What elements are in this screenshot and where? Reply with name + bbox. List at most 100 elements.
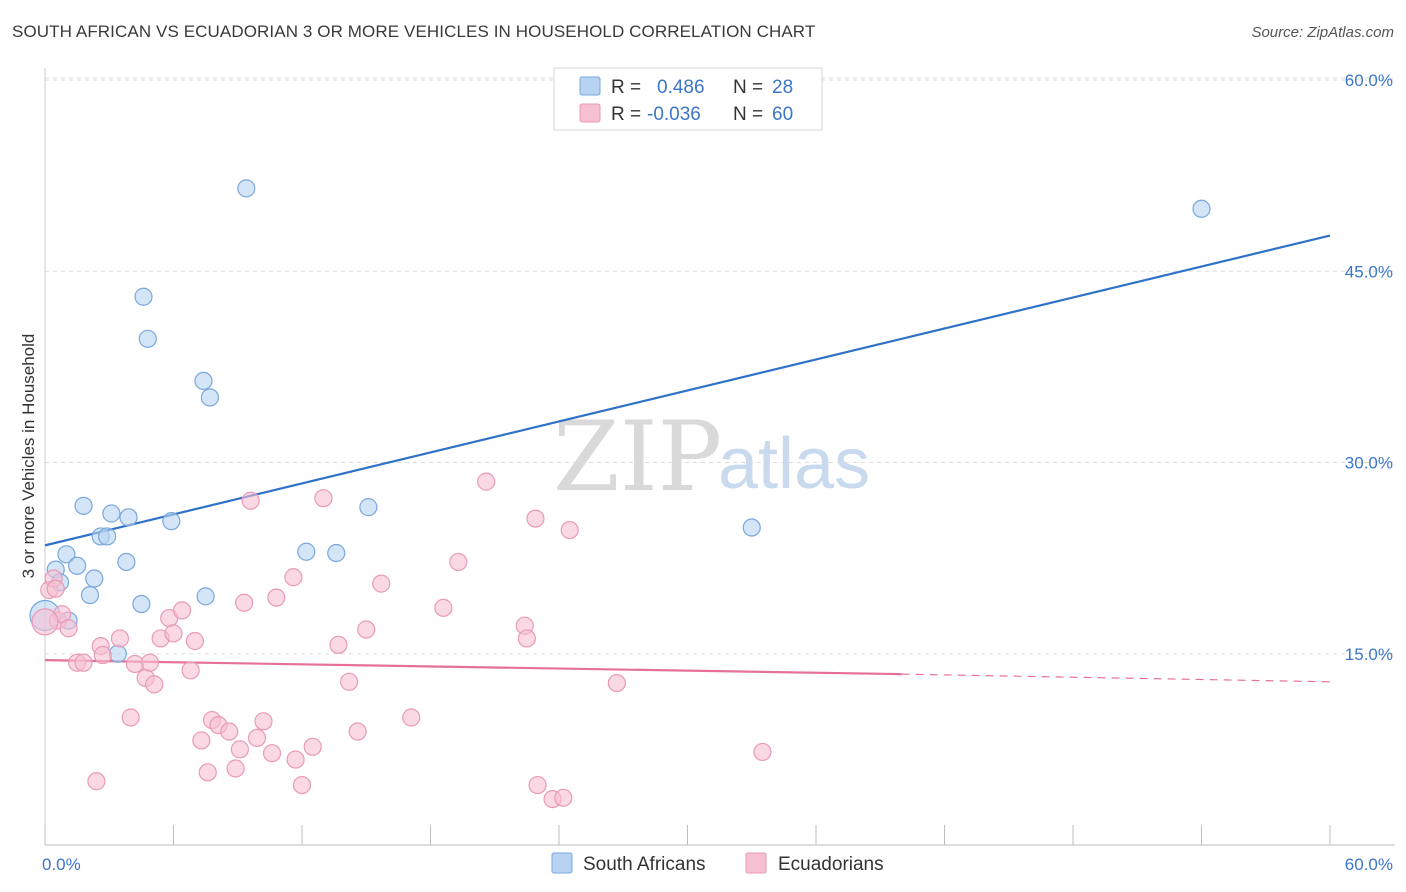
south-african-point [138,329,157,348]
ecuadorian-point [181,661,200,680]
ecuadorian-point [145,675,164,694]
legend-r-value-1: 0.486 [657,77,705,98]
trendline-ecuadorians-dashed [901,673,1331,683]
ecuadorian-point [402,708,421,727]
ecuadorian-point [241,491,260,510]
axes [44,68,1395,846]
series-legend: South Africans Ecuadorians [551,852,884,875]
legend-r-label-1: R = [611,77,641,98]
south-african-point [117,552,136,572]
south-african-point [200,388,220,407]
series-label-south-africans: South Africans [583,854,706,875]
trendline-ecuadorians [44,659,902,676]
ecuadorian-point [314,489,333,508]
south-african-point [196,587,215,606]
ecuadorian-point [140,653,160,672]
watermark-zip: ZIP [553,401,722,513]
south-african-point [119,508,138,527]
ecuadorian-point [434,598,453,617]
south-african-point [132,594,151,614]
south-african-point [297,542,316,561]
ecuadorian-point [517,629,536,648]
ecuadorian-point [247,728,267,748]
gridlines [45,77,1395,655]
ecuadorian-point [348,722,367,741]
legend-n-label-1: N = [733,77,763,98]
south-african-point [74,496,93,515]
x-tick-label: 0.0% [42,855,81,874]
south-african-point [85,569,104,588]
trendline-south-africans [44,234,1331,547]
ecuadorian-point [220,722,239,741]
y-tick-label: 60.0% [1345,71,1393,90]
legend-n-value-2: 60 [772,104,793,125]
data-points [29,179,1211,809]
ecuadorian-point [198,763,217,782]
south-african-point [194,371,213,390]
ecuadorian-point [526,509,545,528]
south-african-point [327,543,346,563]
ecuadorian-point [303,737,322,756]
ecuadorian-point [753,742,772,762]
correlation-legend: R = 0.486 N = 28 R = -0.036 N = 60 [553,67,823,131]
ecuadorian-point [292,775,312,795]
ecuadorian-point [329,635,348,654]
ecuadorian-point [477,472,496,491]
series-swatch-ecuadorians [745,852,767,874]
watermark: ZIP atlas [553,401,870,513]
ecuadorian-point [607,673,626,693]
ecuadorian-point [46,579,65,598]
ecuadorian-point [340,672,359,691]
x-tick-label: 60.0% [1345,855,1393,874]
ecuadorian-point [357,620,376,639]
y-tick-label: 15.0% [1345,645,1393,664]
ecuadorian-point [121,708,140,727]
ecuadorian-point [87,772,106,791]
south-african-point [237,179,256,198]
ecuadorian-point [192,731,211,750]
source-credit: Source: ZipAtlas.com [1251,24,1394,41]
south-african-point [98,527,117,546]
south-african-point [742,518,761,537]
ecuadorian-point [267,588,286,607]
y-axis-label: 3 or more Vehicles in Household [19,334,38,579]
ecuadorian-point [262,744,282,763]
ecuadorian-point [286,750,305,769]
legend-n-value-1: 28 [772,77,793,98]
legend-swatch-blue [579,76,601,96]
south-african-point [80,585,100,605]
legend-n-label-2: N = [733,104,763,125]
ecuadorian-point [74,653,93,672]
ecuadorian-point [284,568,303,587]
y-tick-label: 30.0% [1345,454,1393,473]
south-african-point [1192,199,1211,218]
ecuadorian-point [235,593,254,612]
ecuadorian-point [372,574,391,593]
legend-swatch-pink [579,103,601,123]
south-african-point [102,504,121,523]
ecuadorian-point [449,552,468,572]
y-tick-label: 45.0% [1345,262,1393,281]
south-african-point [162,512,181,531]
south-african-point [134,287,153,306]
south-african-point [359,498,378,517]
ecuadorian-point [226,759,245,778]
south-african-point [57,545,76,564]
ecuadorian-point [125,654,145,674]
ecuadorian-point [254,712,273,731]
legend-r-label-2: R = [611,104,641,125]
ecuadorian-point [528,775,547,795]
ecuadorian-point [93,645,112,665]
ecuadorian-point [554,788,573,807]
ecuadorian-point [59,619,78,638]
ecuadorian-point [110,629,130,648]
legend-r-value-2: -0.036 [647,104,701,125]
ecuadorian-point [560,520,579,540]
ecuadorian-point [31,608,59,636]
series-label-ecuadorians: Ecuadorians [778,854,884,875]
ecuadorian-point [185,631,205,651]
series-swatch-south-africans [551,852,573,874]
chart-title: SOUTH AFRICAN VS ECUADORIAN 3 OR MORE VE… [12,22,816,41]
watermark-atlas: atlas [718,424,870,504]
